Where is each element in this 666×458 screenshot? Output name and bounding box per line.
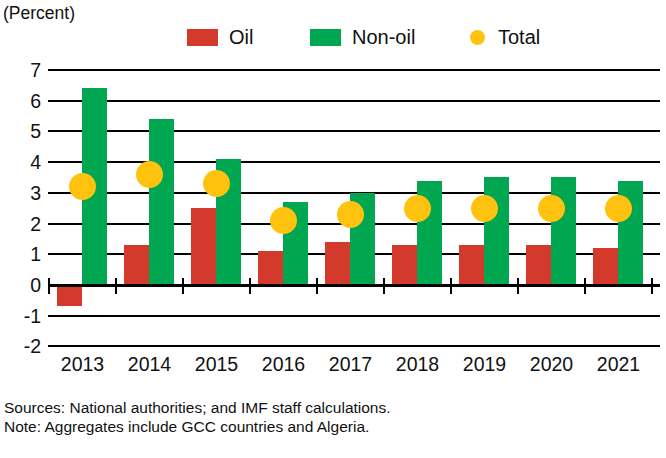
oil-bar <box>459 245 484 285</box>
x-axis-tick <box>517 278 519 294</box>
y-axis-label: 7 <box>0 59 41 82</box>
x-axis-label: 2013 <box>49 353 117 376</box>
oil-bar <box>526 245 551 285</box>
chart-footer: Sources: National authorities; and IMF s… <box>4 398 391 436</box>
x-axis-label: 2017 <box>317 353 385 376</box>
x-axis-label: 2018 <box>384 353 452 376</box>
oil-bar <box>124 245 149 285</box>
x-axis-label: 2019 <box>451 353 519 376</box>
legend-label-nonoil: Non-oil <box>352 26 415 49</box>
oil-legend-swatch-icon <box>187 29 218 46</box>
gridline <box>48 161 660 163</box>
oil-bar <box>191 208 216 285</box>
x-axis-line <box>48 284 660 287</box>
growth-chart-figure: (Percent) Oil Non-oil Total 7 6 5 4 3 2 1 0 -1 -2… <box>0 0 666 458</box>
legend-label-total: Total <box>498 26 540 49</box>
gridline <box>48 100 660 102</box>
total-marker <box>538 195 565 222</box>
total-marker <box>404 195 431 222</box>
x-axis-tick <box>316 278 318 294</box>
total-legend-circle-icon <box>470 30 485 45</box>
nonoil-legend-swatch-icon <box>310 29 341 46</box>
legend-item-oil: Oil <box>187 24 253 50</box>
total-marker <box>69 173 96 200</box>
x-axis-label: 2014 <box>116 353 184 376</box>
x-axis-tick <box>450 278 452 294</box>
total-marker <box>337 201 364 228</box>
total-marker <box>605 195 632 222</box>
x-axis-tick <box>651 278 653 294</box>
oil-bar <box>392 245 417 285</box>
x-axis-label: 2020 <box>518 353 586 376</box>
y-axis-label: -2 <box>0 335 41 358</box>
y-axis-label: 2 <box>0 213 41 236</box>
x-axis-tick <box>115 278 117 294</box>
total-marker <box>270 207 297 234</box>
y-axis-label: 5 <box>0 120 41 143</box>
x-axis-tick <box>383 278 385 294</box>
nonoil-bar <box>551 177 576 284</box>
legend-item-total: Total <box>470 24 540 50</box>
legend-item-nonoil: Non-oil <box>310 24 415 50</box>
x-axis-tick <box>48 278 50 294</box>
y-axis-label: 3 <box>0 182 41 205</box>
sources-note: Sources: National authorities; and IMF s… <box>4 398 391 417</box>
x-axis-label: 2015 <box>183 353 251 376</box>
oil-bar <box>593 248 618 285</box>
legend-label-oil: Oil <box>229 26 253 49</box>
nonoil-bar <box>149 119 174 285</box>
x-axis-label: 2016 <box>250 353 318 376</box>
aggregates-note: Note: Aggregates include GCC countries a… <box>4 417 391 436</box>
oil-bar <box>57 285 82 306</box>
gridline <box>48 315 660 317</box>
y-axis-label: 1 <box>0 243 41 266</box>
y-axis-label: 0 <box>0 274 41 297</box>
y-axis-label: 6 <box>0 90 41 113</box>
y-axis-label: -1 <box>0 305 41 328</box>
gridline <box>48 130 660 132</box>
gridline <box>48 69 660 71</box>
total-marker <box>471 195 498 222</box>
y-axis-label: 4 <box>0 151 41 174</box>
total-marker <box>203 170 230 197</box>
x-axis-tick <box>182 278 184 294</box>
oil-bar <box>258 251 283 285</box>
x-axis-label: 2021 <box>585 353 653 376</box>
x-axis-tick <box>584 278 586 294</box>
chart-legend: Oil Non-oil Total <box>0 24 666 50</box>
y-axis-unit-label: (Percent) <box>3 3 75 24</box>
x-axis-tick <box>249 278 251 294</box>
oil-bar <box>325 242 350 285</box>
nonoil-bar <box>484 177 509 284</box>
gridline <box>48 345 660 347</box>
total-marker <box>136 161 163 188</box>
